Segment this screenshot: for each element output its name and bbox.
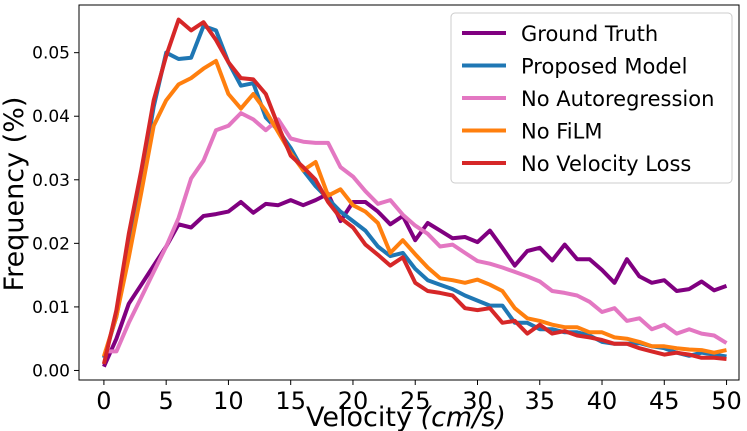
series-layer	[101, 17, 728, 368]
legend-label-ground-truth: Ground Truth	[521, 22, 658, 46]
y-axis-ticks: 0.00 0.01 0.02 0.03 0.04 0.05	[32, 44, 79, 381]
y-tick-label: 0.05	[32, 44, 70, 64]
x-axis-label-unit: (cm/s)	[421, 402, 506, 431]
y-tick-label: 0.00	[32, 361, 70, 381]
legend-frame	[450, 12, 733, 184]
legend-label-no-film: No FiLM	[521, 120, 602, 144]
legend-label-proposed-model: Proposed Model	[521, 55, 687, 79]
x-tick-label: 45	[649, 387, 680, 415]
x-tick-label: 5	[159, 387, 174, 415]
x-axis-label: Velocity (cm/s)	[306, 402, 506, 431]
series-line-no-autoregression	[103, 111, 728, 354]
x-tick-label: 10	[213, 387, 244, 415]
series-line-no-film	[101, 58, 727, 358]
x-axis-label-main: Velocity	[306, 402, 421, 431]
y-tick-label: 0.04	[32, 107, 70, 127]
x-tick-label: 25	[400, 387, 431, 415]
legend-items: Ground Truth Proposed Model No Autoregress…	[462, 22, 714, 176]
y-tick-label: 0.01	[32, 298, 70, 318]
series-line-no-velocity-loss	[101, 17, 727, 365]
legend-label-no-autoregression: No Autoregression	[521, 87, 714, 111]
x-tick-label: 0	[96, 387, 111, 415]
x-axis-ticks: 0 5 10 15 20 25 30 35 40 45 50	[96, 380, 742, 415]
y-tick-label: 0.03	[32, 171, 70, 191]
x-tick-label: 15	[275, 387, 306, 415]
x-tick-label: 50	[711, 387, 742, 415]
x-tick-label: 20	[338, 387, 369, 415]
y-axis-label: Frequency (%)	[0, 97, 30, 292]
legend-label-no-velocity-loss: No Velocity Loss	[521, 152, 691, 176]
x-tick-label: 30	[462, 387, 493, 415]
y-tick-label: 0.02	[32, 234, 70, 254]
x-tick-label: 35	[524, 387, 555, 415]
series-line-ground-truth	[102, 191, 728, 368]
x-tick-label: 40	[587, 387, 618, 415]
legend: Ground Truth Proposed Model No Autoregress…	[450, 12, 733, 184]
